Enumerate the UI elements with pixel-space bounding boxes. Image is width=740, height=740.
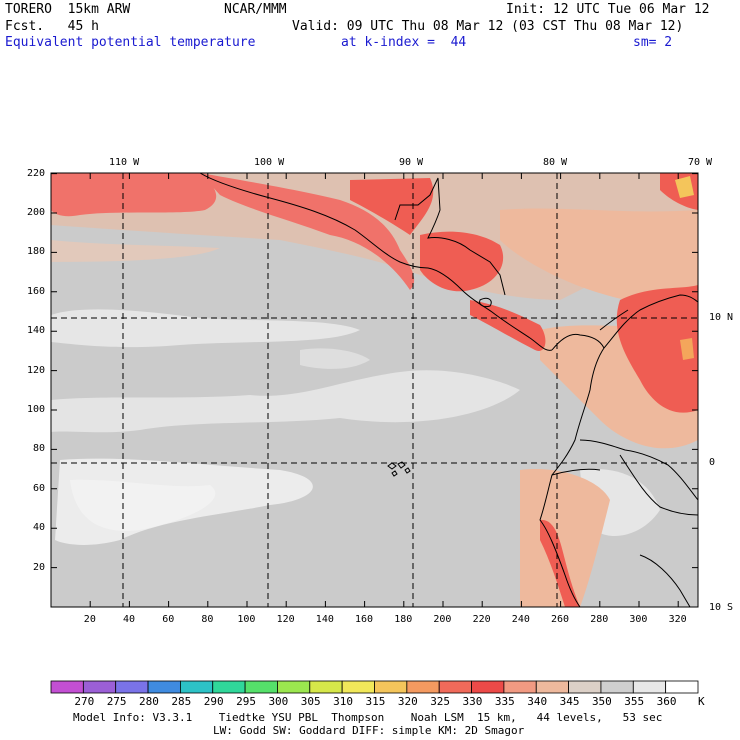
colorbar-label: 355 (624, 695, 645, 708)
coastlines (199, 173, 698, 607)
y-tick-label: 160 (27, 285, 46, 297)
y-tick-label: 180 (27, 246, 46, 258)
x-tick-label: 80 (201, 614, 214, 625)
colorbar-label: 280 (139, 695, 159, 708)
colorbar-label: 315 (365, 695, 386, 708)
y-tick-label: 120 (27, 364, 46, 376)
colorbar-swatch (115, 680, 149, 694)
model-info: Model Info: V3.3.1 Tiedtke YSU PBL Thomp… (73, 711, 663, 724)
valid-time: Valid: 09 UTC Thu 08 Mar 12 (03 CST Thu … (292, 19, 684, 34)
x-tick-label: 180 (394, 614, 413, 625)
y-tick-label: 100 (27, 404, 46, 415)
colorbar (50, 680, 699, 694)
colorbar-swatch (147, 680, 181, 694)
colorbar-label: 295 (236, 695, 256, 708)
temperature-field (51, 173, 698, 607)
graticule (51, 173, 698, 607)
physics-info: LW: Godd SW: Goddard DIFF: simple KM: 2D… (213, 724, 525, 737)
colorbar-label: 360 (656, 695, 677, 708)
lon-label-70w: 70 W (688, 157, 713, 168)
y-tick-label: 200 (27, 207, 46, 218)
colorbar-label: 335 (494, 695, 515, 708)
plot-frame (50, 172, 699, 608)
colorbar-label: 340 (527, 695, 548, 708)
colorbar-label: 305 (300, 695, 321, 708)
colorbar-unit: K (698, 695, 705, 708)
colorbar-label: 290 (203, 695, 224, 708)
colorbar-label: 300 (268, 695, 289, 708)
colorbar-swatch (632, 680, 667, 694)
colorbar-label: 350 (591, 695, 612, 708)
colorbar-swatch (406, 680, 440, 694)
x-tick-label: 200 (433, 614, 452, 625)
colorbar-swatch (179, 680, 214, 694)
x-tick-label: 160 (355, 614, 374, 625)
lon-label-110w: 110 W (109, 157, 140, 168)
colorbar-swatch (50, 680, 84, 694)
y-tick-label: 40 (33, 522, 46, 534)
colorbar-swatch (503, 680, 537, 694)
x-tick-label: 220 (472, 614, 491, 625)
x-tick-label: 320 (668, 614, 687, 625)
colorbar-swatch (600, 680, 634, 694)
x-tick-label: 100 (237, 614, 256, 625)
x-tick-label: 60 (162, 614, 175, 625)
forecast-hour: Fcst. 45 h (5, 19, 99, 34)
colorbar-swatch (212, 680, 246, 694)
y-tick-label: 80 (33, 443, 46, 455)
colorbar-swatch (438, 680, 472, 694)
colorbar-label: 310 (333, 695, 354, 708)
colorbar-label: 330 (462, 695, 483, 708)
x-tick-label: 260 (551, 614, 570, 625)
y-tick-label: 140 (27, 325, 46, 337)
lat-label-10n: 10 N (709, 312, 734, 323)
colorbar-label: 325 (430, 695, 451, 708)
colorbar-label: 270 (74, 695, 95, 708)
colorbar-label: 345 (559, 695, 580, 708)
colorbar-swatch (665, 680, 699, 694)
colorbar-label: 285 (171, 695, 192, 708)
x-tick-label: 120 (276, 614, 295, 625)
x-tick-label: 300 (629, 614, 648, 625)
colorbar-swatch (309, 680, 343, 694)
lon-label-90w: 90 W (399, 157, 424, 168)
colorbar-swatch (244, 680, 278, 694)
lat-label-10s: 10 S (709, 602, 734, 613)
center-label: NCAR/MMM (224, 2, 287, 17)
y-tick-label: 220 (27, 167, 46, 179)
x-tick-label: 140 (315, 614, 334, 625)
init-time: Init: 12 UTC Tue 06 Mar 12 (506, 2, 710, 17)
lat-label-0: 0 (709, 457, 716, 468)
y-tick-label: 20 (33, 561, 46, 573)
x-tick-label: 20 (83, 614, 96, 625)
level-label: at k-index = 44 (341, 35, 467, 50)
colorbar-label: 320 (397, 695, 418, 708)
colorbar-label: 275 (106, 695, 127, 708)
x-tick-label: 40 (123, 614, 136, 625)
colorbar-swatch (374, 680, 408, 694)
colorbar-swatch (341, 680, 375, 694)
colorbar-swatch (568, 680, 602, 694)
lon-label-100w: 100 W (254, 157, 285, 168)
smoothing-label: sm= 2 (633, 35, 673, 50)
colorbar-swatch (82, 680, 117, 694)
x-tick-label: 240 (511, 614, 530, 625)
colorbar-swatch (277, 680, 311, 694)
lon-label-80w: 80 W (543, 157, 568, 168)
colorbar-swatch (471, 680, 505, 694)
y-tick-label: 60 (33, 482, 46, 494)
field-name: Equivalent potential temperature (5, 35, 256, 50)
x-tick-label: 280 (590, 614, 609, 625)
model-label: TORERO 15km ARW (5, 2, 131, 17)
colorbar-swatch (535, 680, 569, 694)
